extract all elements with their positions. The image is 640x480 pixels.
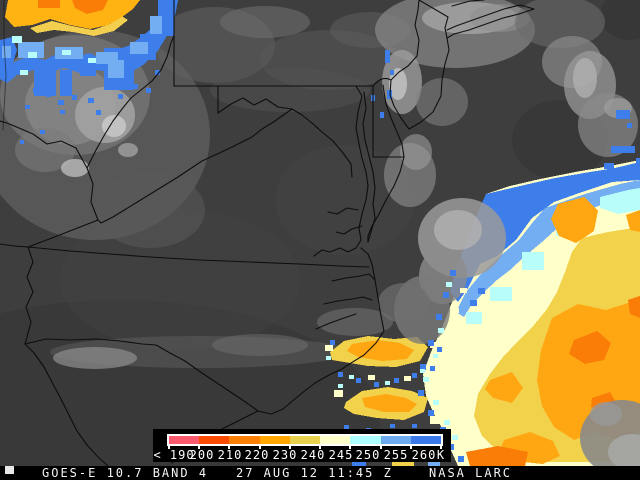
- colorbar-segment: [169, 436, 200, 444]
- coast-long-island: [446, 0, 535, 39]
- border-ky-va: [27, 219, 99, 248]
- colorbar-label: 200: [189, 448, 215, 462]
- colorbar-scale: [167, 434, 443, 449]
- colorbar-segment: [289, 436, 321, 444]
- colorbar-tick: [409, 446, 412, 449]
- sound-albemarle: [331, 273, 376, 282]
- border-big-sandy: [86, 167, 99, 221]
- border-ny-nj: [418, 0, 449, 39]
- colorbar-tick: [228, 446, 231, 449]
- colorbar-labels: < 190 200 210 220 230 240 245 250 255 26…: [153, 448, 446, 462]
- border-pennsylvania: [173, 0, 374, 87]
- border-ohio-river-west: [0, 120, 88, 169]
- state-borders: [0, 0, 535, 466]
- river-neuse: [315, 313, 357, 330]
- status-bar: GOES-E 10.7 BAND 4 27 AUG 12 11:45 Z NAS…: [0, 466, 640, 480]
- colorbar-tick: [168, 446, 170, 449]
- border-delaware: [372, 77, 405, 158]
- status-credit-label: NASA LARC: [429, 466, 513, 480]
- coast-new-jersey: [389, 37, 450, 130]
- colorbar-label: 255: [383, 448, 409, 462]
- river-pamlico: [323, 296, 373, 305]
- border-tn-nc: [24, 246, 34, 345]
- status-corner-mark: [5, 466, 14, 474]
- border-delaware-river: [390, 0, 420, 81]
- colorbar-label: 230: [272, 448, 298, 462]
- border-sc-ga: [24, 343, 109, 466]
- colorbar-label: 240: [300, 448, 326, 462]
- colorbar-tick: [258, 446, 261, 449]
- border-potomac-river: [217, 97, 353, 178]
- colorbar-tick: [349, 446, 352, 449]
- colorbar-segment: [320, 436, 351, 444]
- colorbar-label: 220: [244, 448, 270, 462]
- border-ohio-river: [86, 35, 175, 169]
- colorbar-segment: [259, 436, 290, 444]
- satellite-map: [0, 0, 640, 466]
- coast-delaware-bay: [382, 84, 405, 158]
- river-york: [335, 225, 363, 235]
- status-product-label: GOES-E 10.7 BAND 4: [42, 466, 209, 480]
- river-rappahannock: [327, 207, 359, 215]
- colorbar-segment: [350, 436, 381, 444]
- colorbar-tick: [288, 446, 291, 449]
- colorbar-label: 245: [328, 448, 354, 462]
- colorbar-tick: [440, 446, 442, 449]
- colorbar-segment: [229, 436, 260, 444]
- border-wv-va: [97, 108, 293, 224]
- cloud-gray-overlays: [378, 198, 640, 466]
- colorbar-legend: < 190 200 210 220 230 240 245 250 255 26…: [153, 429, 451, 462]
- colorbar-segment: [199, 436, 230, 444]
- border-ohio-edge: [2, 0, 7, 131]
- colorbar-tick: [379, 446, 382, 449]
- coast-chesapeake-west: [313, 85, 369, 257]
- coast-carolinas: [171, 247, 385, 464]
- colorbar-label: 260: [411, 448, 437, 462]
- colorbar-label: 250: [355, 448, 381, 462]
- colorbar-tick: [319, 446, 322, 449]
- coast-delmarva: [367, 156, 405, 243]
- border-ky-edge: [0, 243, 29, 248]
- cold-speckles: [20, 50, 640, 462]
- colorbar-label: < 190: [153, 448, 195, 462]
- status-datetime-label: 27 AUG 12 11:45 Z: [236, 466, 393, 480]
- colorbar-unit-label: K: [436, 448, 446, 462]
- border-va-nc: [27, 246, 370, 268]
- colorbar-segment: [380, 436, 411, 444]
- border-nc-sc: [24, 338, 259, 412]
- colorbar-segment: [410, 436, 441, 444]
- colorbar-label: 210: [217, 448, 243, 462]
- colorbar-tick: [198, 446, 201, 449]
